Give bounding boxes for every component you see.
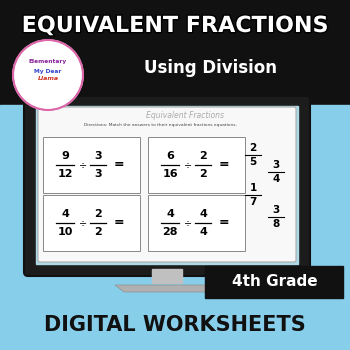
Text: =: =	[114, 217, 124, 230]
Text: 1: 1	[249, 183, 257, 193]
Text: ÷: ÷	[79, 218, 87, 228]
Text: 3: 3	[94, 151, 102, 161]
Bar	[0, 105, 350, 350]
Text: 4: 4	[61, 209, 69, 219]
Text: 2: 2	[94, 227, 102, 237]
Text: DIGITAL WORKSHEETS: DIGITAL WORKSHEETS	[44, 315, 306, 335]
Text: =: =	[219, 159, 229, 172]
Text: 4: 4	[272, 174, 280, 184]
Text: ÷: ÷	[79, 160, 87, 170]
Bar	[152, 269, 182, 283]
Text: ÷: ÷	[184, 218, 192, 228]
Text: 6: 6	[166, 151, 174, 161]
Bar	[43, 137, 140, 193]
Text: 2: 2	[249, 143, 257, 153]
Text: 5: 5	[249, 157, 257, 167]
Text: 2: 2	[199, 169, 207, 179]
Text: Using Division: Using Division	[144, 59, 276, 77]
Text: Directions: Match the answers to their equivalent fractions equations.: Directions: Match the answers to their e…	[84, 123, 237, 127]
Text: My Dear: My Dear	[34, 69, 62, 74]
Text: 4: 4	[166, 209, 174, 219]
Text: Llama: Llama	[37, 77, 58, 82]
Bar	[148, 195, 245, 251]
Circle shape	[13, 40, 83, 110]
Text: 3: 3	[272, 205, 280, 215]
Polygon shape	[115, 285, 219, 292]
Bar	[205, 266, 343, 298]
Bar	[0, 0, 350, 105]
Text: 16: 16	[162, 169, 178, 179]
Text: 2: 2	[94, 209, 102, 219]
Text: 2: 2	[199, 151, 207, 161]
Text: EQUIVALENT FRACTIONS: EQUIVALENT FRACTIONS	[22, 16, 328, 36]
FancyBboxPatch shape	[38, 107, 296, 262]
Text: 8: 8	[272, 219, 280, 229]
Text: =: =	[219, 217, 229, 230]
Text: 9: 9	[61, 151, 69, 161]
Text: 28: 28	[162, 227, 178, 237]
Bar	[43, 195, 140, 251]
Text: 12: 12	[57, 169, 73, 179]
Text: ÷: ÷	[184, 160, 192, 170]
Text: 10: 10	[57, 227, 73, 237]
Text: Equivalent Fractions: Equivalent Fractions	[146, 112, 224, 120]
Bar	[36, 106, 298, 264]
Text: 4: 4	[199, 209, 207, 219]
FancyBboxPatch shape	[24, 96, 310, 276]
Text: 3: 3	[272, 160, 280, 170]
Text: =: =	[114, 159, 124, 172]
Text: Elementary: Elementary	[29, 60, 67, 64]
Text: 3: 3	[94, 169, 102, 179]
Bar	[148, 137, 245, 193]
Text: 4: 4	[199, 227, 207, 237]
Text: 7: 7	[249, 197, 257, 207]
Text: 4th Grade: 4th Grade	[232, 274, 318, 289]
